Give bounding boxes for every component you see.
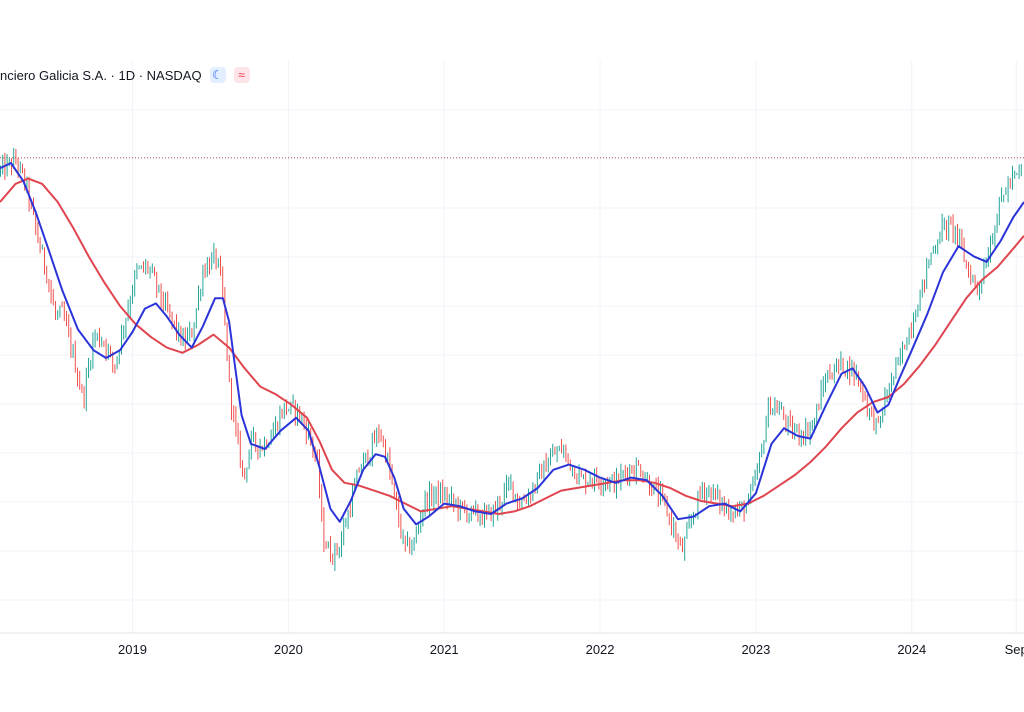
chart-grid <box>0 60 1024 633</box>
moon-icon[interactable]: ☾ <box>209 67 226 83</box>
wave-icon[interactable]: ≈ <box>233 67 250 83</box>
x-tick-label: 2024 <box>897 642 926 657</box>
candlestick-series <box>0 147 1022 572</box>
x-tick-label: Sep <box>1005 642 1024 657</box>
x-tick-label: 2021 <box>430 642 459 657</box>
time-axis: 2019 2020 2021 2022 2023 2024 Sep <box>118 642 1024 657</box>
x-tick-label: 2023 <box>741 642 770 657</box>
chart-legend: nciero Galicia S.A. · 1D · NASDAQ ☾ ≈ <box>0 64 250 86</box>
symbol-title: nciero Galicia S.A. · 1D · NASDAQ <box>0 67 202 83</box>
x-tick-label: 2019 <box>118 642 147 657</box>
x-tick-label: 2022 <box>586 642 615 657</box>
moving-average-fast-line <box>0 162 1024 526</box>
moving-average-slow-line <box>0 177 1024 515</box>
x-tick-label: 2020 <box>274 642 303 657</box>
